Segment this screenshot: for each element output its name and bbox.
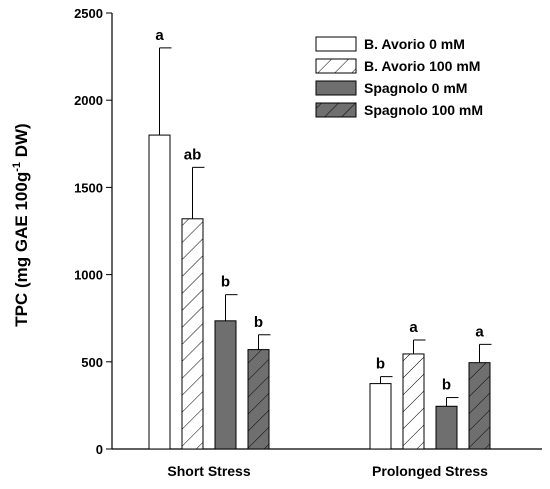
- legend-label: B. Avorio 0 mM: [364, 36, 465, 52]
- y-tick-label: 2000: [74, 93, 103, 108]
- legend-label: Spagnolo 100 mM: [364, 102, 483, 118]
- bar: [402, 353, 425, 450]
- y-tick-label: 1000: [74, 268, 103, 283]
- bar: [214, 320, 237, 450]
- significance-label: ab: [184, 146, 202, 163]
- significance-label: a: [409, 319, 418, 336]
- bar: [181, 218, 204, 450]
- bar: [148, 134, 171, 450]
- legend-swatch: [315, 102, 357, 118]
- y-tick-label: 1500: [74, 180, 103, 195]
- bar: [468, 362, 491, 450]
- y-tick-label: 0: [96, 442, 103, 457]
- legend-label: Spagnolo 0 mM: [364, 80, 467, 96]
- significance-label: b: [376, 356, 385, 373]
- y-tick-label: 2500: [74, 6, 103, 21]
- significance-label: b: [221, 274, 230, 291]
- legend-swatch: [315, 80, 357, 96]
- significance-label: a: [475, 323, 484, 340]
- significance-label: a: [155, 27, 164, 44]
- legend-label: B. Avorio 100 mM: [364, 58, 480, 74]
- significance-label: b: [254, 314, 263, 331]
- bar: [435, 405, 458, 450]
- significance-label: b: [442, 377, 451, 394]
- bar: [369, 383, 392, 450]
- y-axis-label: TPC (mg GAE 100g-1 DW): [11, 123, 31, 326]
- x-category-label: Short Stress: [167, 463, 250, 479]
- y-tick-label: 500: [81, 355, 103, 370]
- x-category-label: Prolonged Stress: [372, 463, 488, 479]
- legend: B. Avorio 0 mM B. Avorio 100 mM Spagnolo 0…: [315, 36, 483, 118]
- legend-swatch: [315, 36, 357, 52]
- legend-swatch: [315, 58, 357, 74]
- bar: [247, 349, 270, 450]
